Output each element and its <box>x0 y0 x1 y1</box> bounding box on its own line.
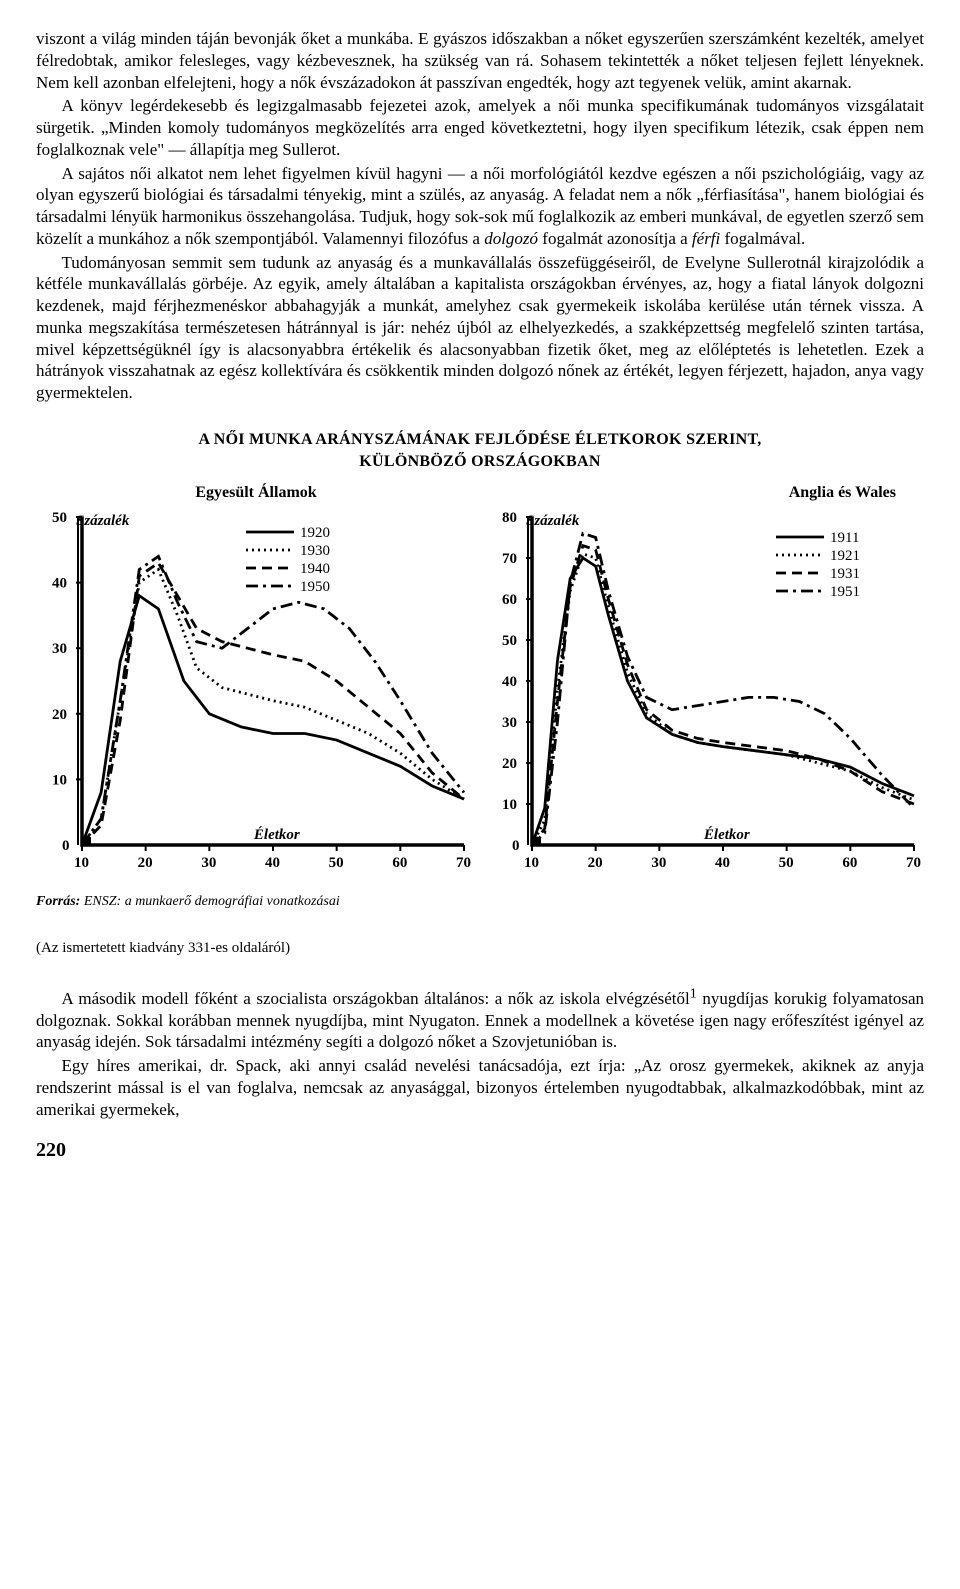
svg-text:10: 10 <box>524 855 539 871</box>
svg-text:Százalék: Százalék <box>526 513 580 529</box>
chart-uk-svg: 1020304050607080010203040506070SzázalékÉ… <box>486 507 926 887</box>
page-number: 220 <box>36 1138 924 1164</box>
svg-text:70: 70 <box>502 551 517 567</box>
superscript-1: 1 <box>690 985 697 1001</box>
svg-text:50: 50 <box>502 633 517 649</box>
chart-uk-header: Anglia és Wales <box>486 483 926 503</box>
chart-source-line: Forrás: ENSZ: a munkaerő demográfiai von… <box>36 893 476 911</box>
svg-text:20: 20 <box>502 756 517 772</box>
svg-text:1911: 1911 <box>830 530 859 546</box>
svg-text:20: 20 <box>138 855 153 871</box>
source-text: ENSZ: a munkaerő demográfiai vonatkozása… <box>80 894 339 909</box>
source-label: Forrás: <box>36 894 80 909</box>
svg-text:0: 0 <box>512 838 520 854</box>
svg-text:10: 10 <box>502 797 517 813</box>
p3-italic-b: dolgozó <box>484 229 538 248</box>
body-paragraph-4: Tudományosan semmit sem tudunk az anyasá… <box>36 252 924 404</box>
svg-text:60: 60 <box>842 855 857 871</box>
svg-text:1951: 1951 <box>830 584 860 600</box>
svg-text:Százalék: Százalék <box>76 513 130 529</box>
svg-text:1950: 1950 <box>300 579 330 595</box>
body-paragraph-3: A sajátos női alkatot nem lehet figyelme… <box>36 163 924 250</box>
p5-text: A második modell főként a szocialista or… <box>36 989 924 1052</box>
svg-text:0: 0 <box>62 838 70 854</box>
svg-text:1920: 1920 <box>300 525 330 541</box>
svg-text:60: 60 <box>392 855 407 871</box>
svg-text:10: 10 <box>52 773 67 789</box>
p3-text-c: fogalmát azonosítja a <box>538 229 692 248</box>
svg-text:20: 20 <box>52 707 67 723</box>
body-paragraph-6: Egy híres amerikai, dr. Spack, aki annyi… <box>36 1055 924 1120</box>
svg-text:50: 50 <box>329 855 344 871</box>
chart-main-title: A NŐI MUNKA ARÁNYSZÁMÁNAK FEJLŐDÉSE ÉLET… <box>36 430 924 450</box>
svg-text:50: 50 <box>779 855 794 871</box>
svg-text:40: 40 <box>502 674 517 690</box>
svg-text:40: 40 <box>52 576 67 592</box>
chart-caption: (Az ismertetett kiadvány 331-es oldaláró… <box>36 939 924 958</box>
chart-uk-box: Anglia és Wales 102030405060708001020304… <box>486 483 926 911</box>
svg-text:80: 80 <box>502 510 517 526</box>
chart-section: A NŐI MUNKA ARÁNYSZÁMÁNAK FEJLŐDÉSE ÉLET… <box>36 430 924 959</box>
svg-text:30: 30 <box>201 855 216 871</box>
svg-text:10: 10 <box>74 855 89 871</box>
p3-italic-d: férfi <box>692 229 720 248</box>
svg-text:Életkor: Életkor <box>703 826 750 843</box>
svg-text:60: 60 <box>502 592 517 608</box>
svg-text:20: 20 <box>588 855 603 871</box>
charts-row: Egyesült Államok 10203040500102030405060… <box>36 483 924 911</box>
svg-text:40: 40 <box>715 855 730 871</box>
svg-text:30: 30 <box>52 641 67 657</box>
chart-us-svg: 1020304050010203040506070SzázalékÉletkor… <box>36 507 476 887</box>
p3-text-e: fogalmával. <box>720 229 805 248</box>
svg-text:1930: 1930 <box>300 543 330 559</box>
body-paragraph-5: A második modell főként a szocialista or… <box>36 984 924 1053</box>
svg-text:50: 50 <box>52 510 67 526</box>
svg-text:30: 30 <box>651 855 666 871</box>
svg-text:1940: 1940 <box>300 561 330 577</box>
chart-subtitle: KÜLÖNBÖZŐ ORSZÁGOKBAN <box>36 452 924 472</box>
svg-text:1931: 1931 <box>830 566 860 582</box>
svg-text:30: 30 <box>502 715 517 731</box>
svg-text:1921: 1921 <box>830 548 860 564</box>
body-paragraph-1: viszont a világ minden táján bevonják ők… <box>36 28 924 93</box>
svg-text:Életkor: Életkor <box>253 826 300 843</box>
svg-text:40: 40 <box>265 855 280 871</box>
chart-us-header: Egyesült Államok <box>36 483 476 503</box>
body-paragraph-2: A könyv legérdekesebb és legizgalmasabb … <box>36 95 924 160</box>
chart-us-box: Egyesült Államok 10203040500102030405060… <box>36 483 476 911</box>
svg-text:70: 70 <box>456 855 471 871</box>
svg-text:70: 70 <box>906 855 921 871</box>
